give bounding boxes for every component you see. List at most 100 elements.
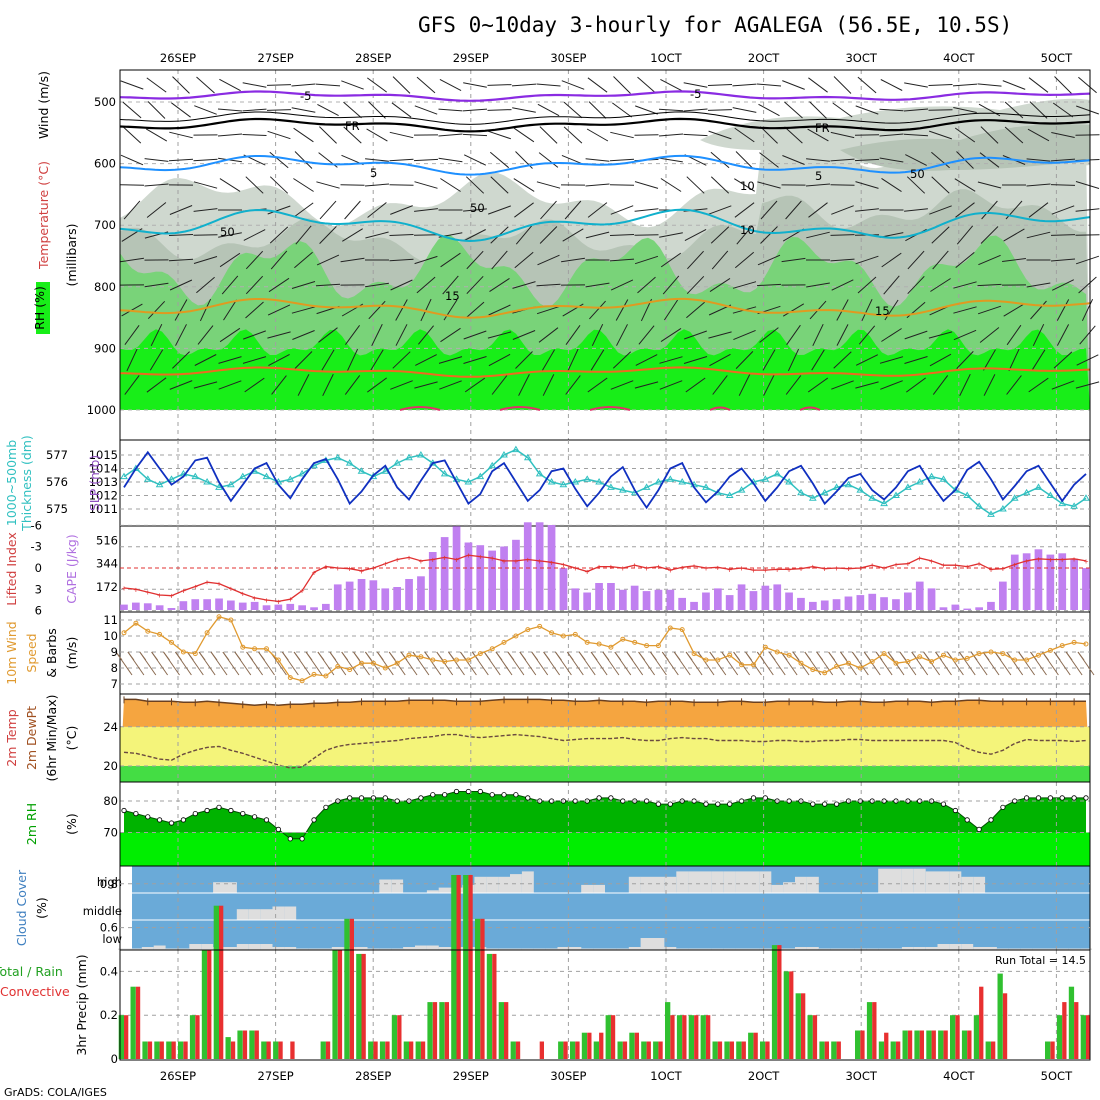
cape-bar (393, 587, 401, 610)
precip-convective-bar (278, 1041, 283, 1059)
cloud-cover-cell (415, 945, 427, 950)
wind-barb (1050, 158, 1076, 162)
wind-barb (413, 158, 439, 162)
wind-barb (956, 351, 974, 369)
cloud-cover-cell (700, 948, 712, 950)
wind-speed-marker (180, 649, 186, 655)
wind-barb (660, 178, 682, 192)
precip-convective-bar (468, 875, 473, 1059)
wind-speed-marker (513, 633, 519, 639)
li-tick-label: 3 (35, 582, 42, 596)
wind-barb (1003, 228, 1025, 242)
precip-convective-label: Convective (0, 984, 70, 999)
wind-barb (267, 304, 291, 316)
lifted-marker: + (359, 567, 364, 576)
wind-barb (536, 83, 561, 87)
lifted-marker: + (525, 556, 530, 565)
cloud-cover-cell (795, 947, 807, 950)
wind-barb (315, 83, 341, 87)
wind-barb (959, 373, 971, 397)
precip-convective-bar (919, 1030, 924, 1059)
wind-barb (861, 298, 873, 322)
wind-barb (244, 377, 265, 393)
precip-total-bar (724, 1041, 730, 1059)
rh-marker (810, 801, 816, 807)
wind-barb (1006, 324, 1022, 346)
thickness-marker (215, 483, 223, 490)
rh-marker (157, 817, 163, 823)
wind-barb (663, 299, 679, 321)
cloud-cover-cell (996, 948, 1009, 950)
wind-speed-marker (311, 671, 317, 677)
wind-barb (881, 328, 902, 342)
wind-barb-flag (816, 651, 824, 661)
rh-marker (204, 807, 210, 814)
thickness-marker (856, 486, 865, 493)
wind-barb (929, 130, 952, 140)
precip-convective-bar (397, 1015, 402, 1059)
wind-barb (929, 353, 952, 367)
rh-marker (1071, 795, 1077, 801)
precip-convective-bar (1002, 993, 1008, 1059)
contour-label: FR (815, 121, 830, 135)
precip-convective-bar (242, 1030, 248, 1059)
wind-barb (368, 101, 386, 119)
wind-barb (193, 158, 218, 162)
cape-bar (1070, 558, 1078, 610)
wind-barb (738, 374, 751, 396)
cloud-cover-cell (664, 947, 677, 950)
cape-bar (120, 604, 128, 610)
wind-speed-marker (846, 660, 851, 666)
wind-barb (977, 305, 1002, 315)
wind10-unit-title: (m/s) (64, 637, 79, 670)
wind-barb (907, 250, 925, 270)
precip-convective-bar (147, 1041, 153, 1059)
wind-barb (683, 356, 708, 364)
cloud-cover-cell (379, 948, 392, 950)
cloud-cover-cell (521, 948, 534, 950)
wind-barb (488, 205, 511, 215)
wind-barb (585, 282, 610, 288)
precip-total-bar (178, 1041, 184, 1059)
wind-tick-label: 7 (111, 677, 118, 691)
cape-bar (773, 584, 782, 610)
lifted-marker: + (1084, 557, 1089, 566)
wind-barb (1075, 134, 1100, 136)
wind-barb (710, 176, 730, 194)
wind-barb (904, 356, 928, 364)
contour-label: 5 (815, 169, 822, 183)
wind-barb-flag (756, 651, 764, 661)
cloud-cover-cell (248, 944, 261, 950)
cloud-cover-cell (688, 948, 700, 950)
wind-barb (784, 101, 803, 119)
cape-bar (844, 596, 853, 610)
rh-marker (1024, 795, 1030, 801)
precip-total-bar (748, 1032, 754, 1059)
thickness-marker (832, 483, 841, 490)
cape-bar (607, 583, 615, 610)
precip-total-bar (201, 949, 208, 1059)
top-date-label: 29SEP (453, 51, 489, 65)
precip-convective-bar (801, 993, 806, 1059)
wind-speed-marker (751, 662, 756, 668)
cloud-cover-cell (878, 948, 891, 950)
thickness-marker (951, 486, 960, 493)
thickness-tick-label: 577 (46, 448, 68, 462)
wind-barb (906, 377, 926, 393)
cloud-cover-cell (355, 947, 368, 950)
precip-convective-bar (931, 1030, 936, 1059)
wind-barb-flag (388, 651, 396, 661)
wind-barb (953, 107, 977, 113)
lifted-marker: + (1060, 556, 1065, 565)
cloud-cover-cell (759, 871, 772, 893)
wind-barb-flag (519, 651, 527, 661)
rh-marker (988, 817, 994, 823)
wind-barb (707, 109, 733, 111)
wind-barb (609, 234, 635, 236)
wind-barb (585, 183, 610, 187)
wind-barb-flag (923, 651, 930, 661)
wind-barb (708, 205, 732, 215)
lifted-marker: + (787, 565, 792, 574)
precip-convective-bar (290, 1041, 295, 1059)
wind-barb (269, 151, 289, 169)
